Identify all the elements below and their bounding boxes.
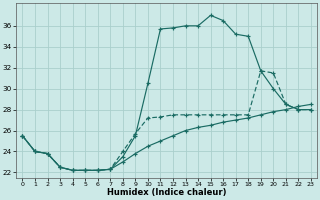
X-axis label: Humidex (Indice chaleur): Humidex (Indice chaleur) bbox=[107, 188, 227, 197]
